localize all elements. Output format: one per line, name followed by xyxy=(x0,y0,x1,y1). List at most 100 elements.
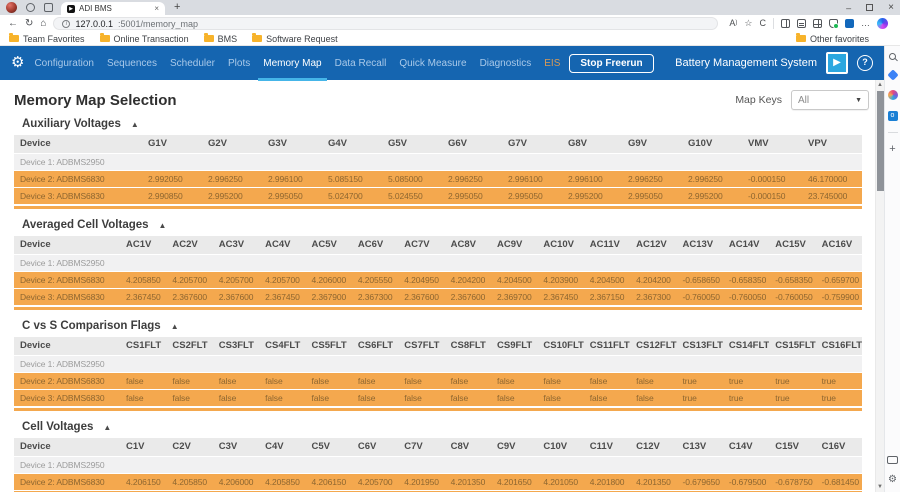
bookmark-team-favorites[interactable]: Team Favorites xyxy=(9,33,85,44)
table-row[interactable]: Device 3: ADBMS6830 2.367450 2.367600 2.367… xyxy=(14,289,862,305)
sidebar-add-icon[interactable]: + xyxy=(889,143,896,155)
nav-items: Configuration Sequences Scheduler Plots Memo… xyxy=(34,57,561,81)
screen-share-icon[interactable] xyxy=(887,456,898,464)
help-icon[interactable]: ? xyxy=(857,55,873,71)
table-row[interactable]: Device 2: ADBMS6830 false false false false f… xyxy=(14,373,862,389)
tab-actions-icon[interactable] xyxy=(44,3,53,12)
value-cell: 4.205700 xyxy=(259,272,306,288)
folder-icon xyxy=(252,33,263,42)
window-controls: – × xyxy=(846,0,894,15)
value-cell xyxy=(630,255,677,271)
value-cell: 2.995050 xyxy=(502,188,562,204)
shield-extension-icon[interactable] xyxy=(829,19,839,29)
copilot-discover-icon[interactable]: C xyxy=(759,18,767,28)
nav-item-data-recall[interactable]: Data Recall xyxy=(334,57,387,69)
table-row[interactable]: Device 1: ADBMS2950 xyxy=(14,154,862,170)
nav-item-quick-measure[interactable]: Quick Measure xyxy=(399,57,467,69)
nav-item-memory-map[interactable]: Memory Map xyxy=(258,57,328,81)
scroll-up-icon[interactable]: ▲ xyxy=(877,82,883,88)
read-aloud-icon[interactable]: A) xyxy=(729,18,738,28)
value-cell: 4.201350 xyxy=(444,474,491,490)
value-cell: 46.170000 xyxy=(802,171,862,187)
nav-item-scheduler[interactable]: Scheduler xyxy=(169,57,216,69)
map-keys-select[interactable]: All ▼ xyxy=(791,90,869,110)
nav-item-diagnostics[interactable]: Diagnostics xyxy=(479,57,532,69)
stop-freerun-button[interactable]: Stop Freerun xyxy=(569,53,654,73)
value-cell: 2.992050 xyxy=(142,171,202,187)
nav-item-eis[interactable]: EIS xyxy=(544,57,561,69)
browser-essentials-icon[interactable] xyxy=(845,19,854,28)
collapse-icon[interactable]: ▲ xyxy=(103,422,112,432)
refresh-icon[interactable]: ↻ xyxy=(25,18,34,29)
tab-title: ADI BMS xyxy=(79,4,112,13)
collapse-icon[interactable]: ▲ xyxy=(130,119,139,129)
minimize-button[interactable]: – xyxy=(846,2,852,13)
more-options-icon[interactable]: … xyxy=(861,18,870,28)
address-bar[interactable]: i 127.0.0.1:5001/memory_map xyxy=(53,17,719,30)
column-header: C2V xyxy=(166,438,213,456)
value-cell: 2.367300 xyxy=(630,289,677,305)
value-cell xyxy=(382,154,442,170)
bookmark-online-transaction[interactable]: Online Transaction xyxy=(99,33,189,44)
table-row[interactable]: Device 1: ADBMS2950 xyxy=(14,356,862,372)
value-cell: false xyxy=(583,373,631,389)
column-header: C4V xyxy=(259,438,306,456)
collapse-icon[interactable]: ▲ xyxy=(158,220,167,230)
close-button[interactable]: × xyxy=(888,2,894,13)
value-cell: 2.995050 xyxy=(262,188,322,204)
table-row[interactable]: Device 2: ADBMS6830 4.205850 4.205700 4.205… xyxy=(14,272,862,288)
bookmark-bms[interactable]: BMS xyxy=(203,33,237,44)
column-header: AC1V xyxy=(120,236,167,254)
bookmark-software-request[interactable]: Software Request xyxy=(252,33,338,44)
section-header: Cell Voltages ▲ xyxy=(22,419,875,435)
column-header: CS3FLT xyxy=(212,337,260,355)
page-scrollbar[interactable]: ▲ ▼ xyxy=(875,80,884,492)
site-info-icon[interactable]: i xyxy=(62,19,71,28)
favorites-icon[interactable] xyxy=(797,19,806,28)
toolbar-icons: A) ☆ C … xyxy=(729,15,888,32)
value-cell xyxy=(722,255,770,271)
add-favorite-star-icon[interactable]: ☆ xyxy=(744,18,753,28)
tab-close-icon[interactable]: × xyxy=(154,4,159,13)
column-header: G6V xyxy=(442,135,502,153)
m365-icon[interactable] xyxy=(887,90,898,100)
table-row[interactable]: Device 2: ADBMS6830 4.206150 4.205850 4.206… xyxy=(14,474,862,490)
edge-sidebar: o + ⚙ xyxy=(884,46,900,492)
profile-avatar[interactable] xyxy=(6,2,17,13)
app-navbar: ⚙ Configuration Sequences Scheduler Plots Me… xyxy=(0,46,884,81)
nav-item-configuration[interactable]: Configuration xyxy=(34,57,94,69)
column-header: Device xyxy=(14,135,142,153)
back-icon[interactable]: ← xyxy=(8,18,18,29)
workspaces-icon[interactable] xyxy=(26,3,35,12)
column-header: C16V xyxy=(815,438,862,456)
other-favorites[interactable]: Other favorites xyxy=(795,33,869,44)
table-row[interactable]: Device 1: ADBMS2950 xyxy=(14,255,862,271)
outlook-icon[interactable]: o xyxy=(887,111,898,121)
tag-icon[interactable] xyxy=(886,69,899,81)
search-icon[interactable] xyxy=(889,53,896,60)
table-row[interactable]: Device 1: ADBMS2950 xyxy=(14,457,862,473)
split-screen-icon[interactable] xyxy=(781,19,790,28)
settings-gear-icon[interactable]: ⚙ xyxy=(11,54,25,71)
brand-area: Battery Management System ▶ ? xyxy=(675,52,873,74)
collapse-icon[interactable]: ▲ xyxy=(170,321,179,331)
copilot-icon[interactable] xyxy=(877,18,888,29)
value-cell: false xyxy=(351,373,399,389)
nav-item-sequences[interactable]: Sequences xyxy=(106,57,157,69)
collections-icon[interactable] xyxy=(813,19,822,28)
sidebar-settings-icon[interactable]: ⚙ xyxy=(888,474,897,485)
column-header: CS8FLT xyxy=(444,337,491,355)
table-row[interactable]: Device 3: ADBMS6830 false false false false f… xyxy=(14,390,862,406)
scrollbar-thumb[interactable] xyxy=(877,91,884,191)
scroll-down-icon[interactable]: ▼ xyxy=(877,484,883,490)
home-icon[interactable]: ⌂ xyxy=(40,18,47,29)
new-tab-button[interactable]: + xyxy=(174,1,181,13)
table-row[interactable]: Device 3: ADBMS6830 2.990850 2.995200 2.995… xyxy=(14,188,862,204)
nav-item-plots[interactable]: Plots xyxy=(228,57,251,69)
column-header: C15V xyxy=(769,438,816,456)
browser-tab[interactable]: ▶ ADI BMS × xyxy=(61,2,165,15)
table-row[interactable]: Device 2: ADBMS6830 2.992050 2.996250 2.996… xyxy=(14,171,862,187)
maximize-button[interactable] xyxy=(866,4,874,11)
value-cell xyxy=(802,154,862,170)
column-header: AC6V xyxy=(351,236,399,254)
